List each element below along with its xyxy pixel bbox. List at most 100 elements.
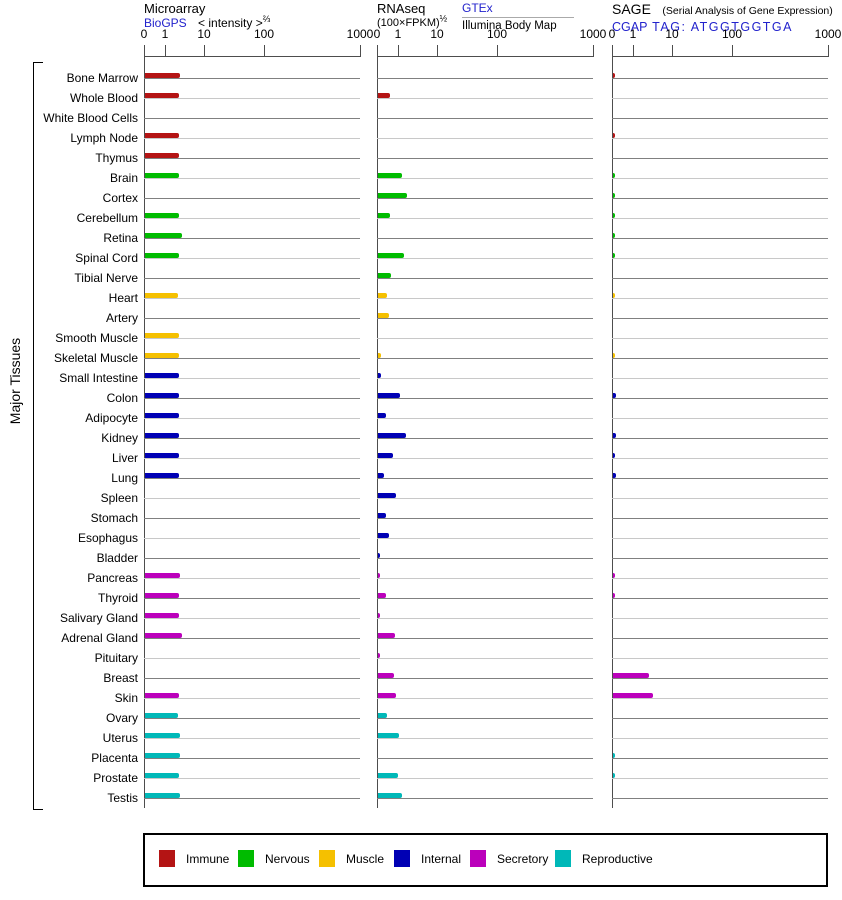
sage-bar-bone-marrow [613,73,615,78]
row-gridline-microarray-small-intestine [144,378,360,379]
tissue-label-placenta: Placenta [91,751,138,765]
row-gridline-microarray-esophagus [144,538,360,539]
cgap-link[interactable]: CGAP [612,20,648,34]
row-gridline-sage-lung [612,478,828,479]
row-gridline-sage-breast [612,678,828,679]
microarray-bar-adrenal-gland [145,633,182,638]
row-gridline-rnaseq-uterus [377,738,593,739]
row-gridline-microarray-white-blood-cells [144,118,360,119]
row-gridline-sage-spleen [612,498,828,499]
row-gridline-microarray-lung [144,478,360,479]
legend-label-immune: Immune [186,852,230,866]
sage-bar-cerebellum [613,213,615,218]
rnaseq-axis-line [377,56,378,808]
row-gridline-sage-artery [612,318,828,319]
rnaseq-bar-stomach [378,513,386,518]
microarray-bar-lymph-node [145,133,179,138]
rnaseq-bar-bladder [378,553,380,558]
row-gridline-microarray-adipocyte [144,418,360,419]
row-gridline-sage-skin [612,698,828,699]
row-gridline-sage-cerebellum [612,218,828,219]
row-gridline-rnaseq-spleen [377,498,593,499]
row-gridline-microarray-colon [144,398,360,399]
row-gridline-sage-white-blood-cells [612,118,828,119]
row-gridline-microarray-bone-marrow [144,78,360,79]
microarray-title: Microarray [144,1,206,16]
legend-label-secretory: Secretory [497,852,549,866]
microarray-bar-prostate [145,773,179,778]
microarray-bar-spinal-cord [145,253,179,258]
microarray-bar-heart [145,293,178,298]
row-gridline-rnaseq-prostate [377,778,593,779]
tissue-label-ovary: Ovary [105,711,138,725]
row-gridline-rnaseq-kidney [377,438,593,439]
tissue-label-spinal-cord: Spinal Cord [75,251,138,265]
row-gridline-microarray-prostate [144,778,360,779]
microarray-axis-tick-label: 1000 [346,27,374,41]
tissue-label-salivary-gland: Salivary Gland [59,611,138,625]
microarray-bar-small-intestine [145,373,179,378]
tissue-label-bladder: Bladder [96,551,138,565]
tissue-label-prostate: Prostate [93,771,138,785]
microarray-axis-tick [204,45,205,56]
tissue-label-pituitary: Pituitary [94,651,138,665]
row-gridline-rnaseq-lung [377,478,593,479]
microarray-bar-skeletal-muscle [145,353,179,358]
row-gridline-sage-heart [612,298,828,299]
row-gridline-sage-salivary-gland [612,618,828,619]
row-gridline-rnaseq-cortex [377,198,593,199]
rnaseq-bar-salivary-gland [378,613,380,618]
microarray-header: Microarray BioGPS < intensity >⅔ [144,1,270,31]
tissue-label-adipocyte: Adipocyte [85,411,138,425]
row-gridline-rnaseq-thymus [377,158,593,159]
rnaseq-bar-esophagus [378,533,389,538]
microarray-bar-smooth-muscle [145,333,179,338]
row-gridline-microarray-artery [144,318,360,319]
sage-bar-cortex [613,193,615,198]
row-gridline-microarray-kidney [144,438,360,439]
sage-bar-pancreas [613,573,615,578]
row-gridline-sage-testis [612,798,828,799]
row-gridline-rnaseq-artery [377,318,593,319]
row-gridline-rnaseq-liver [377,458,593,459]
row-gridline-sage-spinal-cord [612,258,828,259]
row-gridline-sage-retina [612,238,828,239]
microarray-bar-cerebellum [145,213,179,218]
row-gridline-rnaseq-skin [377,698,593,699]
microarray-bar-uterus [145,733,180,738]
microarray-axis-tick [264,45,265,56]
legend-swatch-reproductive [555,850,571,867]
sage-tag-value: ATGGTGGTGA [690,20,793,34]
row-gridline-sage-skeletal-muscle [612,358,828,359]
tissue-label-skin: Skin [114,691,138,705]
sage-bar-skeletal-muscle [613,353,615,358]
legend-label-muscle: Muscle [346,852,385,866]
row-gridline-rnaseq-esophagus [377,538,593,539]
biogps-link[interactable]: BioGPS [144,16,187,30]
sage-bar-placenta [613,753,615,758]
row-gridline-microarray-whole-blood [144,98,360,99]
rnaseq-header: RNAseq (100×FPKM)½ [377,2,447,30]
sage-tag-label: TAG: [647,20,691,34]
rnaseq-axis-tick [437,45,438,56]
legend-swatch-muscle [319,850,335,867]
gtex-link[interactable]: GTEx [462,1,493,15]
row-gridline-microarray-spinal-cord [144,258,360,259]
microarray-bar-ovary [145,713,178,718]
tissue-label-liver: Liver [111,451,138,465]
row-gridline-sage-kidney [612,438,828,439]
tissue-label-bone-marrow: Bone Marrow [66,71,138,85]
rnaseq-bar-ovary [378,713,387,718]
tissue-label-heart: Heart [108,291,138,305]
tissue-label-smooth-muscle: Smooth Muscle [55,331,138,345]
tissue-label-cerebellum: Cerebellum [76,211,138,225]
row-gridline-microarray-thymus [144,158,360,159]
row-gridline-rnaseq-bladder [377,558,593,559]
sage-bar-brain [613,173,615,178]
sage-bar-lymph-node [613,133,615,138]
rnaseq-bar-skin [378,693,396,698]
rnaseq-bar-small-intestine [378,373,381,378]
sage-bar-heart [613,293,615,298]
tissue-label-uterus: Uterus [102,731,138,745]
